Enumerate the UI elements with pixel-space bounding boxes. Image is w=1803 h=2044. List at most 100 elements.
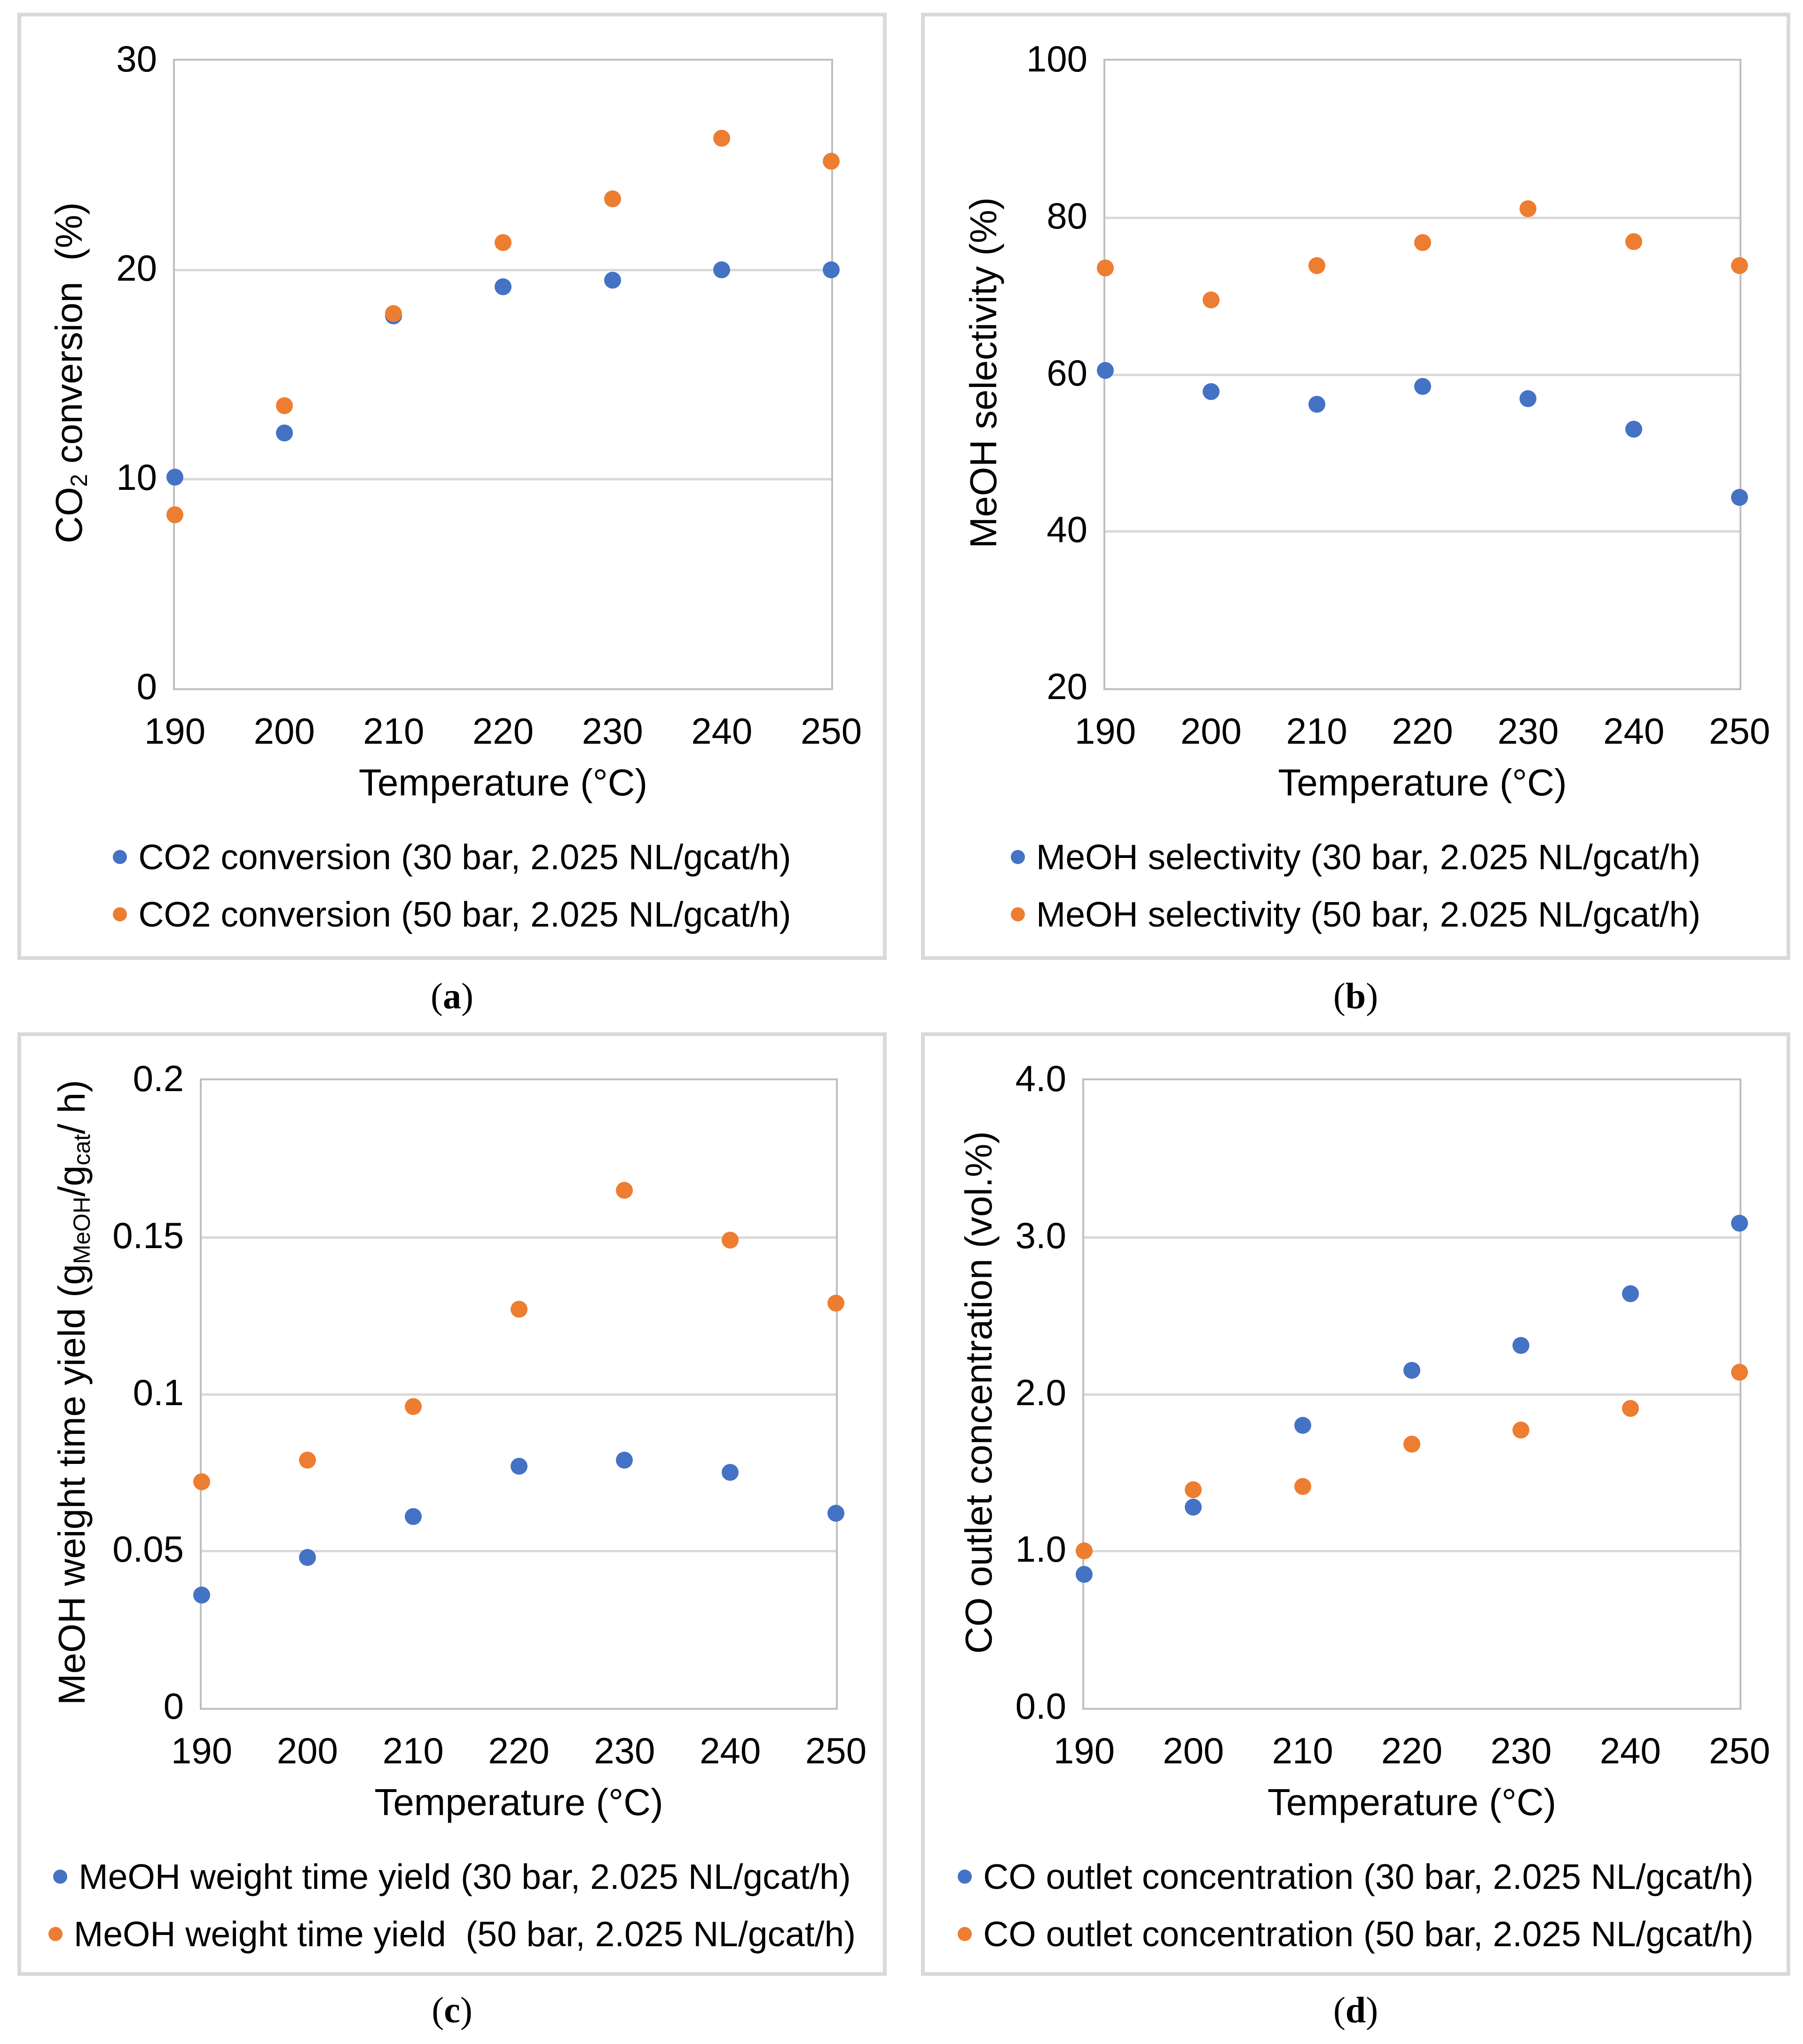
y-tick-label: 0 xyxy=(136,666,157,707)
legend: MeOH weight time yield (30 bar, 2.025 NL… xyxy=(21,1854,883,1969)
y-tick-label: 1.0 xyxy=(1015,1528,1066,1570)
legend: CO outlet concentration (30 bar, 2.025 N… xyxy=(925,1854,1787,1969)
y-tick-label: 2.0 xyxy=(1015,1371,1066,1413)
x-axis-title: Temperature (°C) xyxy=(1278,762,1567,803)
data-point-30bar xyxy=(193,1586,210,1604)
x-tick-label: 250 xyxy=(805,1730,867,1771)
y-tick-label: 3.0 xyxy=(1015,1214,1066,1256)
x-tick-label: 190 xyxy=(1053,1730,1115,1771)
legend: CO2 conversion (30 bar, 2.025 NL/gcat/h)… xyxy=(21,834,883,949)
y-gridline xyxy=(175,269,831,271)
y-gridline xyxy=(1084,1550,1740,1553)
y-axis-title-segment: /g xyxy=(50,1165,93,1197)
x-axis-title: Temperature (°C) xyxy=(358,762,648,803)
data-point-50bar xyxy=(1731,257,1748,274)
x-axis-title: Temperature (°C) xyxy=(374,1781,663,1823)
data-point-50bar xyxy=(385,305,402,322)
y-tick-label: 0.0 xyxy=(1015,1685,1066,1727)
caption-paren: ( xyxy=(1333,1989,1346,2030)
legend-label: MeOH weight time yield (30 bar, 2.025 NL… xyxy=(79,1856,851,1896)
x-tick-label: 230 xyxy=(594,1730,655,1771)
data-point-50bar xyxy=(713,129,731,147)
legend-item: MeOH selectivity (30 bar, 2.025 NL/gcat/… xyxy=(925,834,1787,879)
data-point-50bar xyxy=(1403,1436,1420,1453)
data-point-30bar xyxy=(713,261,731,278)
x-tick-label: 230 xyxy=(1497,710,1559,752)
data-point-30bar xyxy=(1512,1337,1530,1354)
legend-item: CO outlet concentration (50 bar, 2.025 N… xyxy=(925,1911,1787,1956)
data-point-30bar xyxy=(495,278,512,295)
x-tick-label: 240 xyxy=(691,710,753,752)
legend-item: CO2 conversion (50 bar, 2.025 NL/gcat/h) xyxy=(21,892,883,936)
data-point-50bar xyxy=(616,1181,633,1199)
y-tick-label: 60 xyxy=(1047,352,1087,393)
y-gridline xyxy=(175,478,831,480)
caption-paren: ( xyxy=(1333,975,1346,1016)
legend-item: MeOH weight time yield (50 bar, 2.025 NL… xyxy=(21,1911,883,1956)
legend-label: MeOH weight time yield (50 bar, 2.025 NL… xyxy=(73,1914,856,1954)
data-point-30bar xyxy=(604,272,621,289)
x-tick-label: 200 xyxy=(1163,1730,1224,1771)
data-point-30bar xyxy=(166,468,183,486)
data-point-50bar xyxy=(722,1232,739,1249)
y-axis-title-segment: conversion (%) xyxy=(47,202,90,474)
data-point-30bar xyxy=(1414,377,1431,395)
legend-item: CO outlet concentration (30 bar, 2.025 N… xyxy=(925,1854,1787,1899)
x-tick-label: 220 xyxy=(488,1730,550,1771)
legend-item: MeOH selectivity (50 bar, 2.025 NL/gcat/… xyxy=(925,892,1787,936)
x-tick-label: 210 xyxy=(1272,1730,1333,1771)
data-point-30bar xyxy=(823,261,840,278)
data-point-50bar xyxy=(1625,233,1643,251)
data-point-50bar xyxy=(1076,1542,1093,1560)
legend-marker-dot xyxy=(958,1869,972,1884)
y-axis-title-subscript: cat xyxy=(68,1134,95,1165)
y-gridline xyxy=(1105,216,1740,219)
legend-label: CO2 conversion (50 bar, 2.025 NL/gcat/h) xyxy=(138,894,791,934)
data-point-30bar xyxy=(404,1508,422,1525)
x-tick-label: 240 xyxy=(1599,1730,1661,1771)
plot-area xyxy=(193,1078,844,1710)
x-tick-label: 230 xyxy=(1490,1730,1552,1771)
data-point-50bar xyxy=(276,397,293,415)
caption-b: (b) xyxy=(921,960,1790,1032)
y-gridline xyxy=(202,1236,836,1239)
legend-marker-dot xyxy=(113,907,127,921)
legend-label: CO outlet concentration (30 bar, 2.025 N… xyxy=(983,1856,1754,1896)
x-tick-label: 250 xyxy=(1709,710,1771,752)
data-point-50bar xyxy=(166,506,183,523)
legend-label: MeOH selectivity (30 bar, 2.025 NL/gcat/… xyxy=(1036,837,1701,877)
data-point-30bar xyxy=(722,1464,739,1481)
y-tick-label: 0.2 xyxy=(133,1058,184,1099)
caption-letter: d xyxy=(1345,1989,1366,2030)
caption-a: (a) xyxy=(17,960,887,1032)
y-tick-label: 80 xyxy=(1047,195,1087,236)
legend-marker-dot xyxy=(113,849,127,864)
y-tick-label: 20 xyxy=(116,247,157,289)
data-point-50bar xyxy=(1414,234,1431,252)
data-point-50bar xyxy=(604,190,621,207)
data-point-30bar xyxy=(276,425,293,442)
caption-letter: c xyxy=(444,1989,460,2030)
x-tick-label: 190 xyxy=(171,1730,233,1771)
chart-panel-d: CO outlet concentration (vol.%) Temperat… xyxy=(921,1032,1790,1976)
data-point-30bar xyxy=(1625,421,1643,438)
y-tick-label: 100 xyxy=(1026,38,1087,79)
data-point-30bar xyxy=(299,1549,316,1566)
legend: MeOH selectivity (30 bar, 2.025 NL/gcat/… xyxy=(925,834,1787,949)
data-point-30bar xyxy=(1294,1417,1311,1434)
legend-marker-dot xyxy=(53,1869,68,1884)
x-tick-label: 210 xyxy=(363,710,425,752)
x-tick-label: 210 xyxy=(1286,710,1347,752)
plot-area xyxy=(1076,1078,1748,1710)
caption-paren: ) xyxy=(1366,975,1378,1016)
y-tick-label: 10 xyxy=(116,456,157,498)
data-point-50bar xyxy=(404,1398,422,1415)
x-tick-label: 220 xyxy=(472,710,534,752)
caption-paren: ) xyxy=(460,1989,472,2030)
caption-d: (d) xyxy=(921,1976,1790,2044)
data-point-30bar xyxy=(1622,1285,1639,1302)
x-tick-label: 210 xyxy=(382,1730,444,1771)
x-tick-label: 190 xyxy=(1074,710,1136,752)
x-tick-label: 250 xyxy=(1709,1730,1771,1771)
